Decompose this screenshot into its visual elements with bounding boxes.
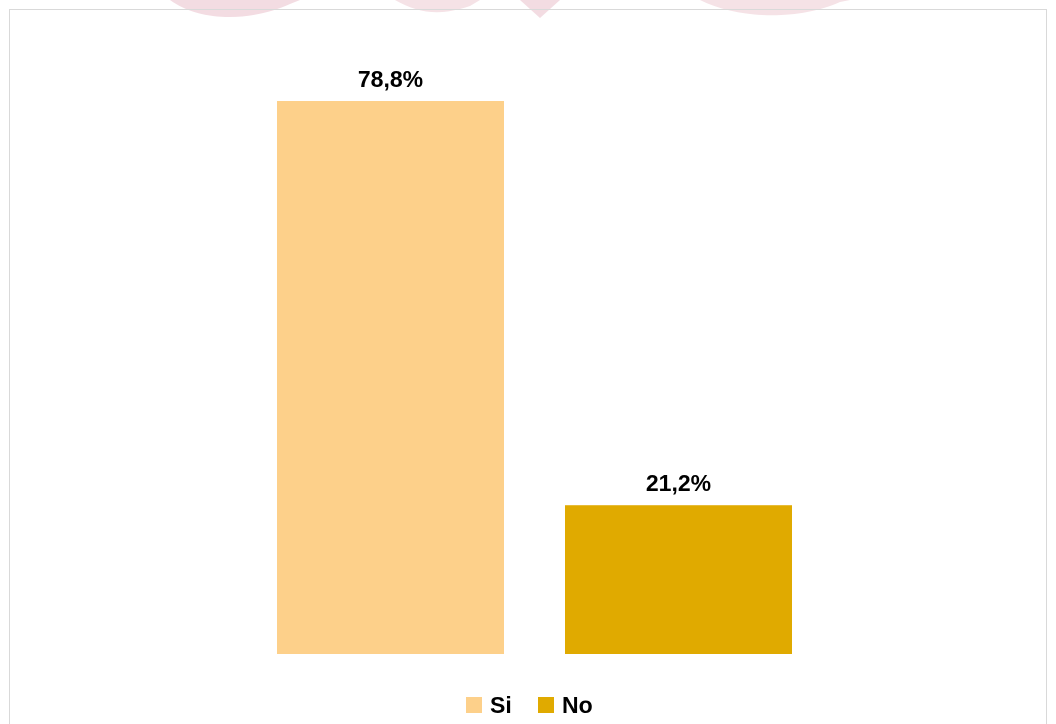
- bars-layer: [277, 101, 792, 654]
- data-labels-layer: 78,8% 21,2%: [358, 66, 711, 496]
- bar-no: [565, 505, 792, 654]
- bar-si: [277, 101, 504, 654]
- legend-label-no: No: [562, 692, 593, 718]
- legend-label-si: Si: [490, 692, 512, 718]
- data-label-no: 21,2%: [646, 470, 711, 496]
- legend-swatch-no: [538, 697, 554, 713]
- data-label-si: 78,8%: [358, 66, 423, 92]
- legend-swatch-si: [466, 697, 482, 713]
- legend: Si No: [466, 692, 593, 718]
- chart-frame: [9, 9, 1047, 724]
